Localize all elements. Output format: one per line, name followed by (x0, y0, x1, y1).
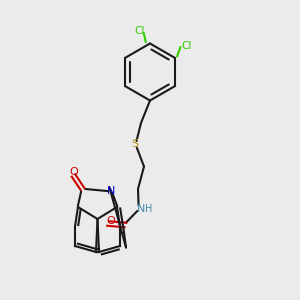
Text: Cl: Cl (134, 26, 145, 37)
Text: N: N (107, 185, 115, 196)
Text: O: O (69, 167, 78, 177)
Text: N: N (137, 203, 145, 214)
Text: Cl: Cl (182, 41, 192, 51)
Text: S: S (131, 139, 139, 149)
Text: O: O (106, 215, 116, 226)
Text: H: H (145, 203, 152, 214)
